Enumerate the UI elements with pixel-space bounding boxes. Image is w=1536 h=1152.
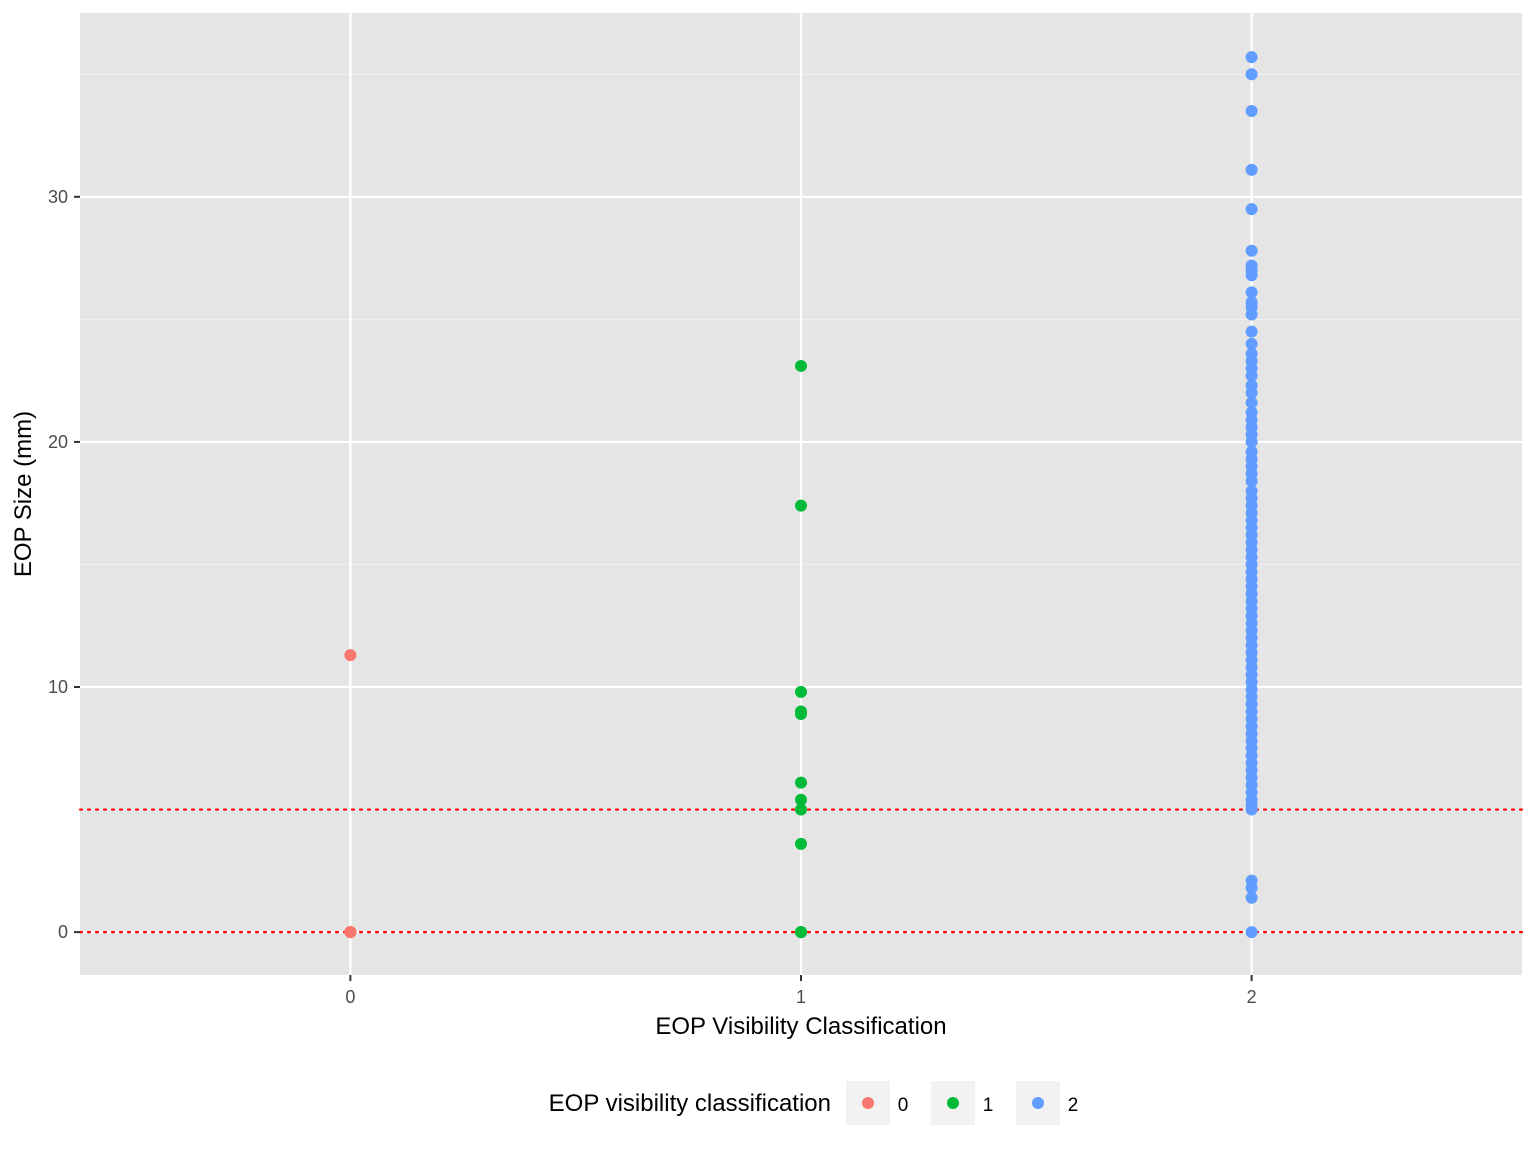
legend-label: 2 [1068,1095,1079,1116]
data-point-class-2 [1245,396,1258,409]
legend-title: EOP visibility classification [549,1090,831,1117]
y-tick-label: 30 [48,187,68,207]
data-point-class-2 [1245,203,1258,216]
x-axis-title: EOP Visibility Classification [655,1013,946,1040]
data-point-class-1 [795,837,807,850]
y-tick-label: 20 [48,432,68,452]
legend-items: 0 1 2 [846,1081,1078,1125]
axis-ticks [74,195,1253,981]
data-point-class-2 [1245,337,1258,350]
data-point-class-2 [1245,891,1258,904]
data-point-class-2 [1245,269,1258,282]
data-point-class-0 [344,649,357,662]
data-point-class-1 [795,776,807,789]
legend-key-point [947,1097,959,1109]
data-points [344,51,1258,939]
data-point-class-2 [1245,435,1258,448]
x-tick-label: 2 [1247,987,1257,1007]
data-point-class-2 [1245,244,1258,257]
legend-label: 1 [983,1095,994,1116]
x-tick-label: 1 [796,987,806,1007]
data-point-class-2 [1245,926,1258,939]
legend-key-point [862,1097,874,1109]
data-point-class-1 [795,803,807,816]
data-point-class-1 [795,707,807,720]
data-point-class-2 [1245,386,1258,399]
data-point-class-0 [344,926,357,939]
data-point-class-2 [1245,286,1258,299]
y-tick-label: 0 [58,922,68,942]
data-point-class-2 [1245,308,1258,321]
data-point-class-1 [795,926,807,939]
tick-labels: 0 10 20 30 0 1 2 [48,187,1257,1007]
data-point-class-1 [795,499,807,512]
data-point-class-2 [1245,369,1258,382]
data-point-class-2 [1245,105,1258,118]
data-point-class-1 [795,685,807,698]
data-point-class-2 [1245,881,1258,894]
y-axis-title: EOP Size (mm) [10,411,37,577]
data-point-class-1 [795,793,807,806]
legend-key-point [1032,1097,1044,1109]
data-point-class-2 [1245,68,1258,81]
data-point-class-1 [795,359,807,372]
x-tick-label: 0 [345,987,355,1007]
data-point-class-2 [1245,803,1258,816]
data-point-class-2 [1245,51,1258,64]
y-tick-label: 10 [48,677,68,697]
data-point-class-2 [1245,163,1258,176]
legend-label: 0 [898,1095,909,1116]
legend: EOP visibility classification 0 1 2 [549,1081,1078,1125]
data-point-class-2 [1245,325,1258,338]
data-point-class-2 [1245,475,1258,488]
